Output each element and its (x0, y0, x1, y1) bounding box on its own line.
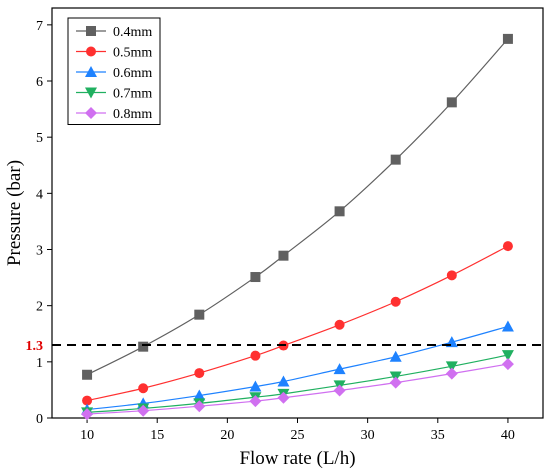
y-tick-label: 3 (36, 244, 43, 259)
legend: 0.4mm 0.5mm 0.6mm 0.7mm 0.8mm (67, 17, 161, 125)
series-0-4mm (82, 33, 513, 380)
y-tick-label: 5 (36, 131, 43, 146)
data-point (137, 404, 150, 417)
series-line (87, 354, 509, 413)
y-tick-label: 4 (36, 187, 43, 202)
data-point (81, 408, 94, 421)
data-point (82, 369, 93, 380)
legend-label: 0.5mm (113, 46, 152, 61)
data-point (390, 154, 401, 165)
legend-marker (86, 46, 96, 57)
legend-marker (85, 87, 97, 99)
legend-label: 0.8mm (113, 107, 152, 122)
data-point (82, 395, 93, 406)
data-point (277, 375, 290, 387)
data-point (446, 270, 457, 281)
series-0-5mm (82, 241, 513, 406)
y-axis-title: Pressure (bar) (4, 160, 25, 266)
y-tick-label: 2 (36, 300, 43, 315)
data-point (333, 384, 346, 397)
series-0-8mm (81, 358, 514, 421)
x-tick-label: 20 (220, 428, 234, 443)
data-point (250, 350, 261, 361)
legend-label: 0.4mm (113, 25, 152, 40)
data-point (249, 380, 262, 392)
x-tick-label: 40 (501, 428, 515, 443)
y-tick-label: 7 (36, 19, 43, 34)
x-axis-title: Flow rate (L/h) (239, 448, 355, 469)
data-point (333, 363, 346, 375)
series-0-6mm (81, 320, 514, 415)
data-point (277, 391, 290, 404)
data-point (390, 296, 401, 307)
y-tick-label: 0 (36, 412, 43, 427)
series-line (87, 363, 509, 415)
data-point (502, 241, 513, 252)
reference-line-label: 1.3 (26, 339, 44, 354)
data-point (138, 383, 149, 394)
legend-marker (85, 66, 97, 77)
x-tick-label: 15 (150, 428, 164, 443)
data-point (446, 97, 457, 108)
data-point (501, 320, 514, 332)
data-point (389, 376, 402, 389)
data-point (501, 358, 514, 371)
data-point (193, 389, 206, 401)
data-point (193, 400, 206, 413)
legend-marker (86, 26, 96, 36)
data-point (194, 309, 205, 320)
x-tick-label: 35 (431, 428, 445, 443)
data-point (138, 341, 149, 352)
series-line (86, 245, 509, 402)
legend-label: 0.6mm (113, 66, 152, 81)
legend-box (67, 17, 161, 125)
data-point (278, 250, 289, 261)
data-point (389, 350, 402, 362)
x-tick-label: 30 (361, 428, 375, 443)
data-point (194, 368, 205, 379)
legend-label: 0.7mm (113, 87, 152, 102)
data-point (445, 361, 458, 373)
data-point (249, 395, 262, 408)
x-tick-label: 10 (80, 428, 94, 443)
y-tick-label: 6 (36, 75, 43, 90)
data-point (501, 350, 514, 362)
x-tick-label: 25 (291, 428, 305, 443)
legend-marker (85, 107, 97, 119)
data-point (334, 319, 345, 330)
y-tick-label: 1 (36, 356, 43, 371)
data-point (502, 33, 513, 44)
data-point (334, 206, 345, 217)
data-point (250, 272, 261, 283)
data-point (445, 367, 458, 380)
